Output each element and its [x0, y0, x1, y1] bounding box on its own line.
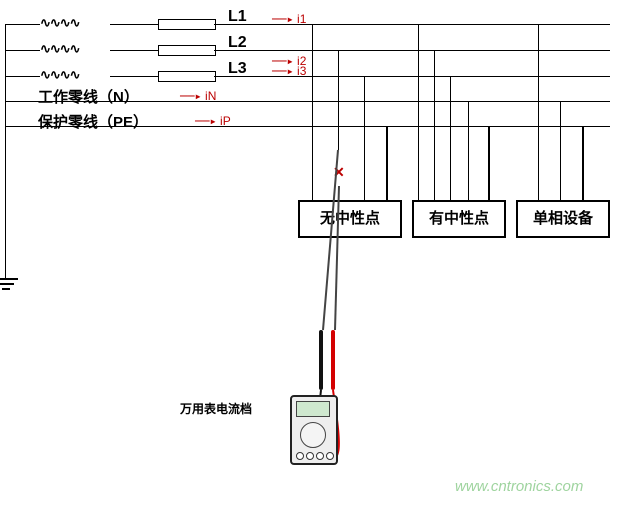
ground-bar-2: [0, 283, 14, 285]
fuse-L1: [158, 19, 216, 30]
tap-wN-N: [468, 101, 469, 200]
label-PE-sym: PE: [113, 114, 133, 131]
label-N-suf: ）: [124, 89, 139, 106]
tap-wN-L2: [434, 50, 435, 200]
label-N-sym: N: [113, 89, 124, 106]
tap-wN-PE: [488, 126, 490, 200]
label-PE-pre: 保护零线（: [38, 114, 113, 131]
tap-noN-L2-upper: [338, 50, 339, 150]
wire-L3-a: [5, 76, 40, 77]
cut-x-icon: ✕: [333, 164, 345, 181]
tap-sp-N: [560, 101, 561, 200]
label-PE-suf: ）: [133, 114, 148, 131]
i1-text: i1: [297, 12, 306, 26]
wire-L2-b: [110, 50, 158, 51]
iP-text: iP: [220, 114, 231, 128]
multimeter-dial: [300, 422, 326, 448]
meter-jack-3: [316, 452, 324, 460]
wire-L2-a: [5, 50, 40, 51]
probe-red: [331, 330, 335, 390]
wire-L2-c: [214, 50, 610, 51]
tap-noN-L2-lower: [338, 186, 339, 200]
wire-L1-a: [5, 24, 40, 25]
tap-wN-L1: [418, 24, 419, 200]
fuse-L3: [158, 71, 216, 82]
coil-L1: ∿∿∿∿: [40, 16, 80, 31]
arrow-i1: ──▸ i1: [272, 12, 306, 26]
meter-jack-4: [326, 452, 334, 460]
diagram-root: { "lines": { "L1": {"y": 24, "label": "L…: [0, 0, 620, 507]
tap-wN-L3: [450, 76, 451, 200]
load-with-neutral: 有中性点: [412, 200, 506, 238]
label-N: 工作零线（N）: [38, 86, 139, 107]
load-single-phase: 单相设备: [516, 200, 610, 238]
left-bus: [5, 24, 6, 278]
iN-text: iN: [205, 89, 216, 103]
meter-jack-1: [296, 452, 304, 460]
label-PE: 保护零线（PE）: [38, 111, 148, 132]
coil-L3: ∿∿∿∿: [40, 68, 80, 83]
meter-label: 万用表电流档: [180, 400, 252, 417]
tap-noN-L3: [364, 76, 365, 200]
arrow-i3: ──▸ i3: [272, 64, 306, 78]
load-no-neutral: 无中性点: [298, 200, 402, 238]
fuse-L2: [158, 45, 216, 56]
label-N-pre: 工作零线（: [38, 89, 113, 106]
watermark: www.cntronics.com: [455, 478, 583, 495]
ground-bar-3: [2, 288, 10, 290]
tap-noN-L1: [312, 24, 313, 200]
arrow-iP: ──▸ iP: [195, 114, 231, 128]
tap-sp-L1: [538, 24, 539, 200]
label-L1: L1: [228, 8, 247, 26]
wire-L3-b: [110, 76, 158, 77]
label-L2: L2: [228, 34, 247, 52]
probe-black: [319, 330, 323, 390]
tap-sp-PE: [582, 126, 584, 200]
wire-L1-b: [110, 24, 158, 25]
tap-noN-PE: [386, 126, 388, 200]
label-L3: L3: [228, 60, 247, 78]
coil-L2: ∿∿∿∿: [40, 42, 80, 57]
arrow-iN: ──▸ iN: [180, 89, 216, 103]
ground-bar-1: [0, 278, 18, 280]
meter-jack-2: [306, 452, 314, 460]
i3-text: i3: [297, 64, 306, 78]
multimeter-screen: [296, 401, 330, 417]
